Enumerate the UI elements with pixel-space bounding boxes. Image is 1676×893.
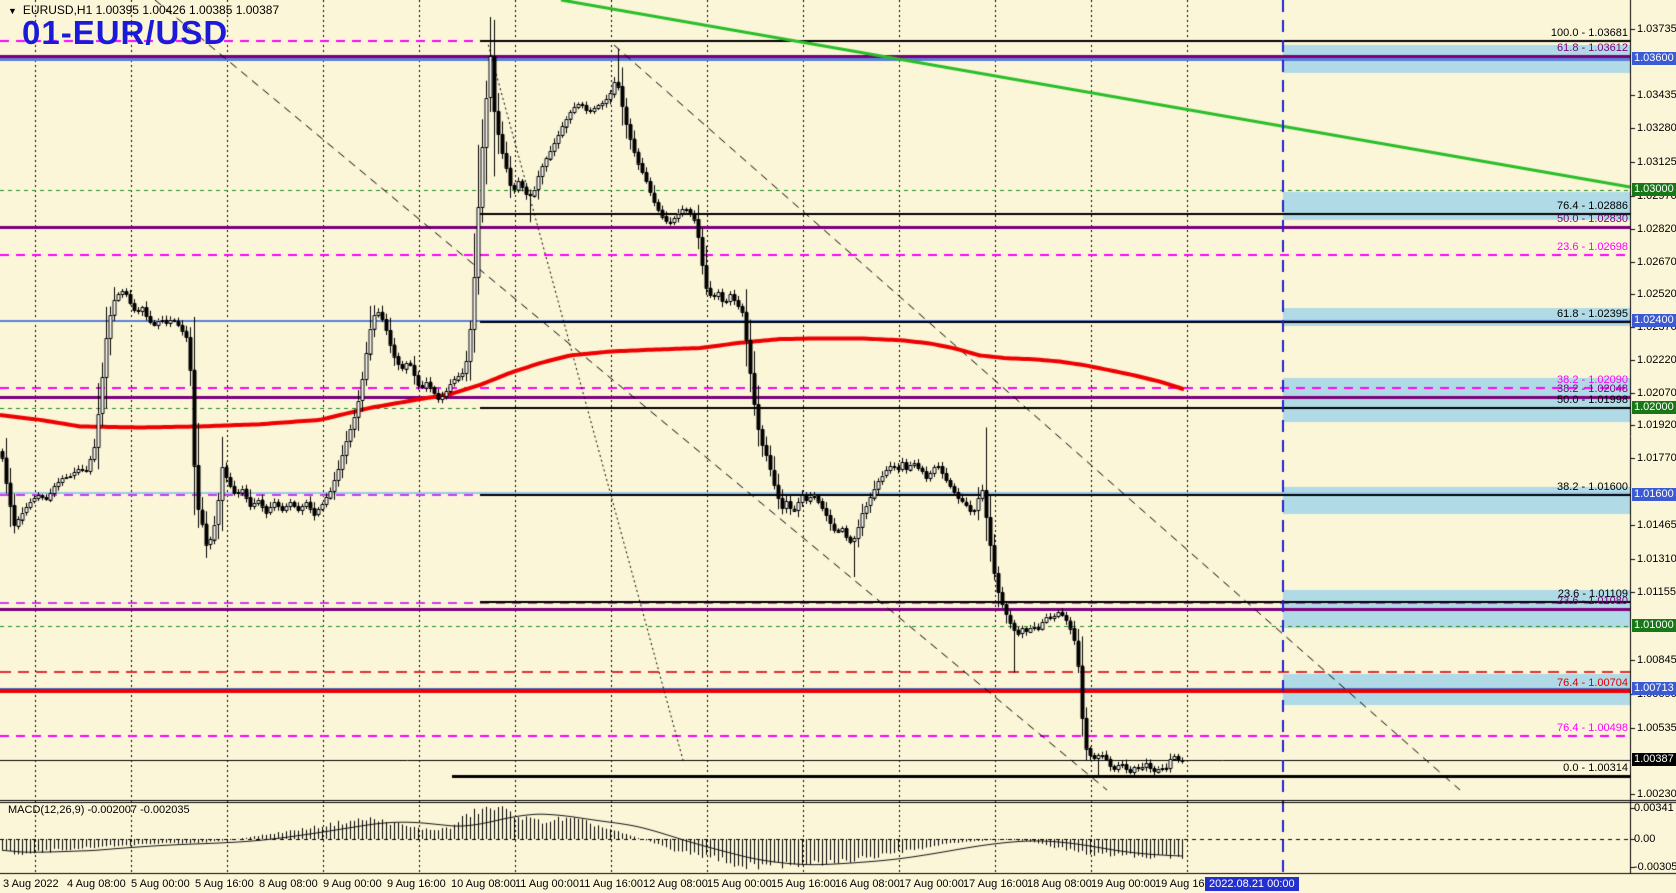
trading-chart-window: ▼ EURUSD,H1 1.00395 1.00426 1.00385 1.003…	[0, 0, 1676, 893]
chart-plot-area[interactable]	[0, 0, 1676, 893]
